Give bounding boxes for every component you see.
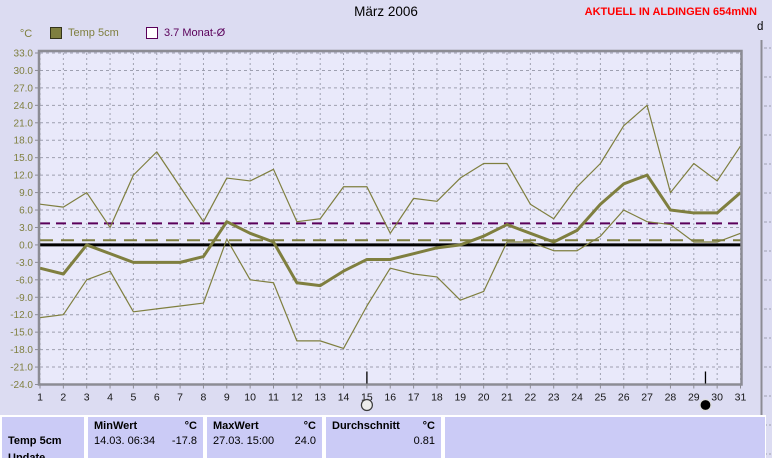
- table-cell-empty: [445, 417, 765, 458]
- svg-text:15.0: 15.0: [14, 153, 34, 164]
- table-cell-durchschnitt: Durchschnitt °C 0.81: [326, 417, 441, 458]
- svg-text:20: 20: [478, 392, 490, 404]
- svg-text:4: 4: [107, 392, 113, 404]
- right-panel-label: d: [757, 21, 764, 33]
- svg-text:3: 3: [84, 392, 90, 404]
- filled-square-icon: [50, 27, 62, 39]
- svg-text:27.0: 27.0: [14, 83, 34, 94]
- svg-text:-24.0: -24.0: [10, 380, 33, 391]
- page-title: März 2006: [354, 4, 418, 19]
- minwert-unit: °C: [184, 420, 197, 432]
- svg-text:21.0: 21.0: [14, 118, 34, 129]
- svg-text:8: 8: [201, 392, 207, 404]
- svg-text:11: 11: [268, 392, 279, 404]
- svg-text:29: 29: [688, 392, 700, 404]
- y-axis-unit-label: °C: [19, 28, 33, 40]
- svg-text:7: 7: [177, 392, 183, 404]
- svg-text:18.0: 18.0: [14, 136, 34, 147]
- svg-text:9.0: 9.0: [19, 188, 33, 199]
- table-cell-minwert: MinWert °C 14.03. 06:34 -17.8: [88, 417, 203, 458]
- svg-text:23: 23: [548, 392, 560, 404]
- svg-text:17: 17: [408, 392, 420, 404]
- svg-text:24: 24: [571, 392, 583, 404]
- svg-text:0.0: 0.0: [19, 240, 33, 251]
- svg-text:18: 18: [431, 392, 443, 404]
- sensor-name: Temp 5cm: [8, 435, 62, 447]
- svg-text:9: 9: [224, 392, 230, 404]
- summary-table: Temp 5cm Update MinWert °C 14.03. 06:34 …: [0, 415, 766, 458]
- svg-text:27: 27: [641, 392, 653, 404]
- legend-monatsmittel-label: 3.7 Monat-Ø: [164, 27, 226, 39]
- legend-item-monatsmittel: 3.7 Monat-Ø: [146, 27, 225, 39]
- svg-text:30: 30: [711, 392, 723, 404]
- legend-item-temp5cm: Temp 5cm: [50, 27, 119, 39]
- svg-text:-12.0: -12.0: [10, 310, 33, 321]
- svg-text:14: 14: [338, 392, 350, 404]
- durchschnitt-header: Durchschnitt: [332, 420, 400, 432]
- svg-text:5: 5: [130, 392, 136, 404]
- maxwert-value: 24.0: [294, 435, 316, 447]
- svg-text:30.0: 30.0: [14, 66, 34, 77]
- maxwert-unit: °C: [303, 420, 316, 432]
- station-status-label: AKTUELL IN ALDINGEN 654mNN: [584, 6, 757, 18]
- svg-text:10: 10: [244, 392, 256, 404]
- svg-text:-15.0: -15.0: [10, 328, 33, 339]
- svg-text:22: 22: [525, 392, 537, 404]
- svg-text:6.0: 6.0: [19, 206, 33, 217]
- sensor-sub-clipped: Update: [8, 452, 46, 458]
- svg-text:2: 2: [60, 392, 66, 404]
- svg-text:15: 15: [361, 392, 373, 404]
- svg-text:-21.0: -21.0: [10, 363, 33, 374]
- svg-text:1: 1: [37, 392, 43, 404]
- table-cell-maxwert: MaxWert °C 27.03. 15:00 24.0: [207, 417, 322, 458]
- svg-text:-9.0: -9.0: [16, 293, 34, 304]
- svg-text:25: 25: [595, 392, 607, 404]
- durchschnitt-unit: °C: [422, 420, 435, 432]
- svg-text:31: 31: [735, 392, 747, 404]
- maxwert-header: MaxWert: [213, 420, 259, 432]
- minwert-header: MinWert: [94, 420, 138, 432]
- legend-temp5cm-label: Temp 5cm: [68, 27, 119, 39]
- svg-text:16: 16: [384, 392, 396, 404]
- maxwert-datetime: 27.03. 15:00: [213, 435, 275, 447]
- svg-text:-3.0: -3.0: [16, 258, 34, 269]
- svg-text:12: 12: [291, 392, 303, 404]
- svg-text:3.0: 3.0: [19, 223, 33, 234]
- minwert-value: -17.8: [171, 435, 197, 447]
- svg-text:26: 26: [618, 392, 630, 404]
- table-cell-sensor: Temp 5cm Update: [2, 417, 84, 458]
- svg-text:21: 21: [501, 392, 513, 404]
- durchschnitt-value: 0.81: [413, 435, 435, 447]
- svg-text:-18.0: -18.0: [10, 345, 33, 356]
- svg-text:-6.0: -6.0: [16, 275, 34, 286]
- svg-text:33.0: 33.0: [14, 49, 34, 60]
- minwert-datetime: 14.03. 06:34: [94, 435, 156, 447]
- svg-text:13: 13: [314, 392, 326, 404]
- svg-text:6: 6: [154, 392, 160, 404]
- svg-text:28: 28: [665, 392, 677, 404]
- open-square-icon: [146, 27, 158, 39]
- svg-text:19: 19: [454, 392, 466, 404]
- svg-text:24.0: 24.0: [14, 101, 34, 112]
- svg-text:12.0: 12.0: [14, 171, 34, 182]
